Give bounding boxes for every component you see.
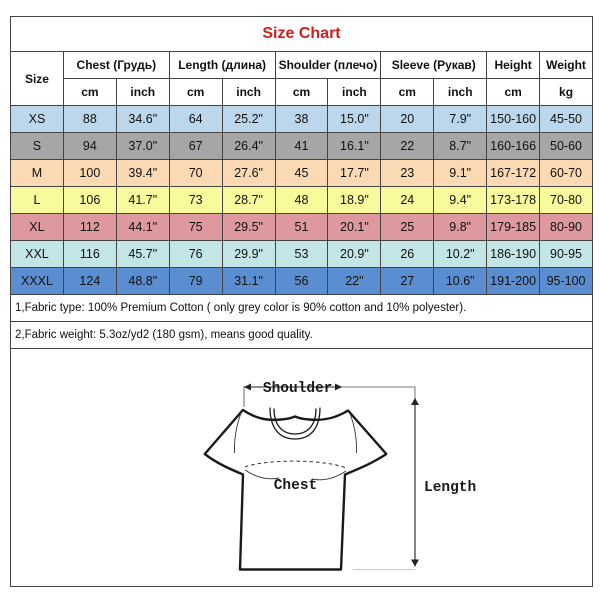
svg-text:Length: Length: [424, 480, 476, 496]
svg-text:Chest: Chest: [274, 478, 318, 494]
svg-text:Shoulder: Shoulder: [263, 381, 333, 397]
